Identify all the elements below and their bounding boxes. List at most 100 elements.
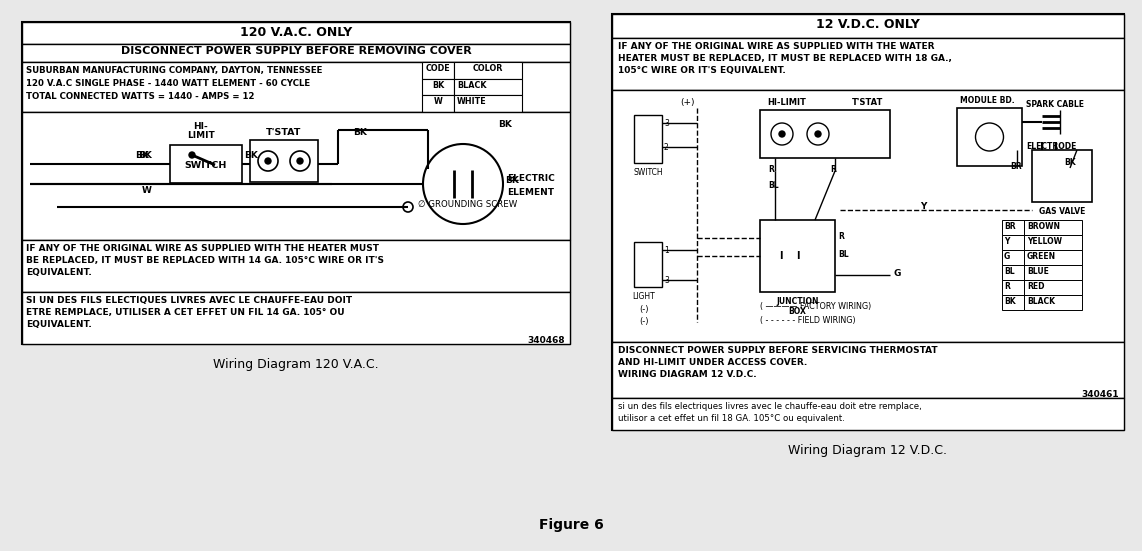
Text: BK: BK: [505, 176, 518, 185]
Text: BL: BL: [769, 181, 779, 190]
Text: Figure 6: Figure 6: [539, 518, 603, 532]
Text: LIGHT: LIGHT: [632, 292, 654, 301]
Bar: [170, 145, 242, 183]
Text: GAS VALVE: GAS VALVE: [1039, 207, 1085, 216]
Bar: [1024, 235, 1081, 250]
Bar: [1024, 250, 1081, 265]
Text: BL: BL: [838, 250, 849, 259]
Text: BK: BK: [498, 120, 512, 129]
Text: Wiring Diagram 12 V.D.C.: Wiring Diagram 12 V.D.C.: [788, 444, 948, 457]
Text: BK: BK: [138, 151, 152, 160]
Text: ( - - - - - - FIELD WIRING): ( - - - - - - FIELD WIRING): [759, 316, 855, 325]
Text: SI UN DES FILS ELECTIQUES LIVRES AVEC LE CHAUFFE-EAU DOIT
ETRE REMPLACE, UTILISE: SI UN DES FILS ELECTIQUES LIVRES AVEC LE…: [26, 296, 352, 328]
Bar: [423, 95, 455, 112]
Text: R: R: [1004, 282, 1010, 291]
Text: BK: BK: [1064, 158, 1076, 167]
Bar: [612, 38, 1124, 90]
Bar: [612, 14, 1124, 430]
Text: 3: 3: [664, 119, 669, 128]
Text: COLOR: COLOR: [473, 64, 504, 73]
Text: 120 V.A.C. ONLY: 120 V.A.C. ONLY: [240, 26, 352, 39]
Bar: [22, 22, 570, 44]
Bar: [1024, 265, 1081, 280]
Text: DISCONNECT POWER SUPPLY BEFORE SERVICING THERMOSTAT
AND HI-LIMIT UNDER ACCESS CO: DISCONNECT POWER SUPPLY BEFORE SERVICING…: [618, 346, 938, 379]
Text: Y: Y: [920, 202, 926, 211]
Bar: [1032, 150, 1092, 202]
Bar: [250, 140, 317, 182]
Text: JUNCTION: JUNCTION: [777, 297, 819, 306]
Text: BLACK: BLACK: [457, 80, 486, 90]
Text: GREEN: GREEN: [1027, 252, 1056, 261]
Circle shape: [779, 131, 785, 137]
Text: 120 V.A.C SINGLE PHASE - 1440 WATT ELEMENT - 60 CYCLE: 120 V.A.C SINGLE PHASE - 1440 WATT ELEME…: [26, 79, 311, 88]
Text: Y: Y: [1004, 237, 1010, 246]
Text: ( ———— FACTORY WIRING): ( ———— FACTORY WIRING): [759, 302, 871, 311]
Circle shape: [815, 131, 821, 137]
Bar: [455, 95, 522, 112]
Text: BK: BK: [432, 80, 444, 90]
Text: BL: BL: [1004, 267, 1014, 276]
Text: 3: 3: [664, 276, 669, 285]
Bar: [1024, 220, 1081, 235]
Circle shape: [265, 158, 271, 164]
Text: CODE: CODE: [426, 64, 450, 73]
Bar: [455, 79, 522, 95]
Text: SWITCH: SWITCH: [185, 161, 227, 170]
Text: HI-LIMIT: HI-LIMIT: [767, 98, 806, 107]
Bar: [1002, 220, 1024, 235]
Text: BR: BR: [1004, 222, 1015, 231]
Bar: [957, 108, 1022, 166]
Bar: [22, 112, 570, 240]
Bar: [1024, 295, 1081, 310]
Text: IF ANY OF THE ORIGINAL WIRE AS SUPPLIED WITH THE WATER
HEATER MUST BE REPLACED, : IF ANY OF THE ORIGINAL WIRE AS SUPPLIED …: [618, 42, 952, 74]
Bar: [634, 242, 662, 287]
Text: 340468: 340468: [528, 336, 565, 345]
Text: R: R: [769, 165, 774, 174]
Bar: [22, 22, 570, 344]
Text: G: G: [1004, 252, 1011, 261]
Text: SWITCH: SWITCH: [634, 168, 664, 177]
Text: (+): (+): [679, 98, 694, 107]
Text: ELECTRODE: ELECTRODE: [1026, 142, 1077, 151]
Text: si un des fils electriques livres avec le chauffe-eau doit etre remplace,
utilis: si un des fils electriques livres avec l…: [618, 402, 922, 423]
Text: SPARK CABLE: SPARK CABLE: [1026, 100, 1084, 109]
Bar: [22, 44, 570, 62]
Bar: [759, 220, 835, 292]
Text: ELEMENT: ELEMENT: [507, 188, 554, 197]
Text: W: W: [142, 186, 152, 195]
Bar: [423, 79, 455, 95]
Text: W: W: [434, 98, 442, 106]
Text: LIMIT: LIMIT: [187, 131, 215, 140]
Bar: [22, 292, 570, 344]
Text: BK: BK: [135, 151, 148, 160]
Bar: [1002, 280, 1024, 295]
Text: BROWN: BROWN: [1027, 222, 1060, 231]
Text: 12 V.D.C. ONLY: 12 V.D.C. ONLY: [817, 18, 920, 31]
Text: BOX: BOX: [789, 307, 806, 316]
Text: DISCONNECT POWER SUPPLY BEFORE REMOVING COVER: DISCONNECT POWER SUPPLY BEFORE REMOVING …: [121, 46, 472, 56]
Text: IF ANY OF THE ORIGINAL WIRE AS SUPPLIED WITH THE HEATER MUST
BE REPLACED, IT MUS: IF ANY OF THE ORIGINAL WIRE AS SUPPLIED …: [26, 244, 384, 277]
Bar: [612, 90, 1124, 342]
Bar: [455, 62, 522, 79]
Text: Wiring Diagram 120 V.A.C.: Wiring Diagram 120 V.A.C.: [214, 358, 379, 371]
Text: R: R: [830, 165, 836, 174]
Text: HI-: HI-: [194, 122, 208, 131]
Text: G: G: [893, 269, 900, 278]
Bar: [612, 398, 1124, 430]
Text: T'STAT: T'STAT: [266, 128, 301, 137]
Text: BR: BR: [1010, 162, 1022, 171]
Text: 2: 2: [664, 143, 669, 152]
Bar: [1034, 150, 1064, 180]
Text: 1: 1: [664, 246, 669, 255]
Text: I    I: I I: [780, 251, 801, 261]
Bar: [22, 240, 570, 292]
Text: R: R: [838, 232, 844, 241]
Text: YELLOW: YELLOW: [1027, 237, 1062, 246]
Bar: [612, 14, 1124, 38]
Bar: [1002, 295, 1024, 310]
Text: ∅ GROUNDING SCREW: ∅ GROUNDING SCREW: [418, 200, 517, 209]
Bar: [1002, 265, 1024, 280]
Circle shape: [188, 152, 195, 158]
Text: RED: RED: [1027, 282, 1045, 291]
Text: BLUE: BLUE: [1027, 267, 1048, 276]
